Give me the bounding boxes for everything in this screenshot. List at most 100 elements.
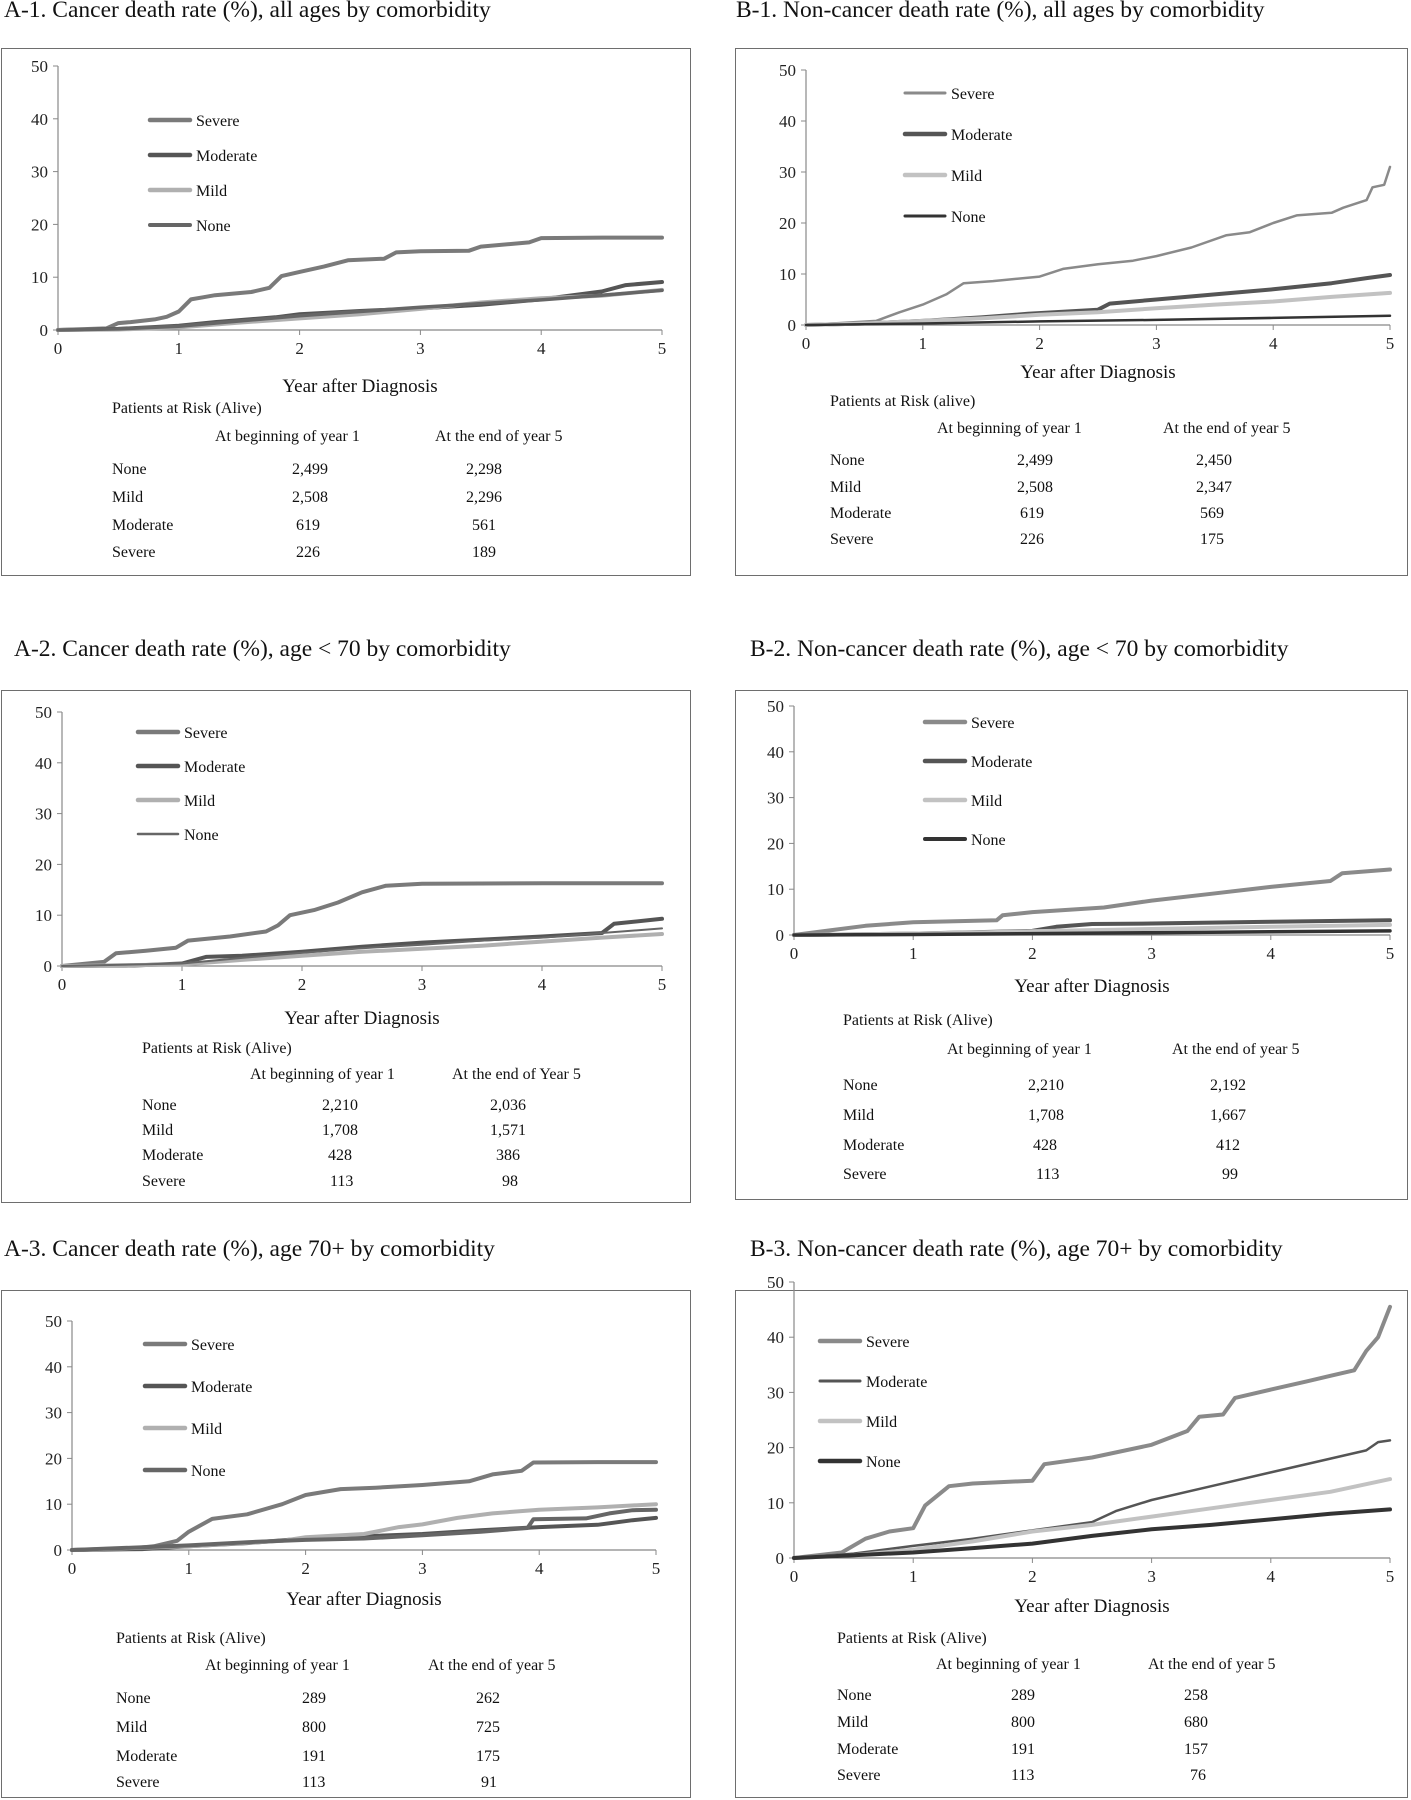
series-line-none [61, 927, 663, 967]
risk-row-label: Moderate [112, 517, 174, 534]
risk-row-end: 561 [472, 517, 496, 534]
x-tick-label: 2 [1028, 944, 1037, 963]
series-line-mild [804, 290, 1392, 327]
x-tick-label: 2 [301, 1559, 310, 1578]
x-tick-label: 4 [1267, 944, 1276, 963]
risk-row-begin: 2,499 [1017, 452, 1053, 469]
risk-row-label: Mild [142, 1122, 174, 1139]
risk-row-end: 98 [502, 1173, 518, 1190]
legend-label-none: None [951, 209, 986, 226]
risk-row-end: 386 [496, 1147, 520, 1164]
y-tick-label: 50 [45, 1312, 62, 1331]
risk-col-begin: At beginning of year 1 [937, 420, 1082, 437]
risk-row-label: None [837, 1687, 872, 1704]
series-line-none [792, 1507, 1392, 1560]
risk-row-begin: 191 [1011, 1741, 1035, 1758]
risk-col-end: At the end of Year 5 [452, 1066, 581, 1083]
risk-row-begin: 113 [302, 1774, 326, 1791]
risk-row-begin: 289 [302, 1690, 326, 1707]
risk-col-end: At the end of year 5 [435, 428, 563, 445]
panel-b2-title: B-2. Non-cancer death rate (%), age < 70… [750, 636, 1289, 662]
panel-a3 [1, 1290, 691, 1798]
y-tick-label: 10 [45, 1495, 62, 1514]
legend-label-severe: Severe [184, 725, 228, 742]
risk-row-begin: 2,508 [1017, 479, 1053, 496]
risk-row-label: Moderate [142, 1147, 204, 1164]
y-tick-label: 20 [767, 1439, 784, 1458]
risk-row-label: Mild [843, 1107, 875, 1124]
x-axis-title: Year after Diagnosis [1014, 976, 1169, 997]
y-tick-label: 20 [45, 1449, 62, 1468]
x-tick-label: 4 [535, 1559, 544, 1578]
x-tick-label: 5 [658, 339, 667, 358]
series-line-none [70, 1507, 658, 1552]
risk-row-label: Moderate [843, 1137, 905, 1154]
risk-row-begin: 1,708 [1028, 1107, 1064, 1124]
x-tick-label: 3 [418, 975, 427, 994]
risk-row-end: 157 [1184, 1741, 1208, 1758]
risk-row-end: 2,036 [490, 1097, 526, 1114]
x-tick-label: 0 [802, 334, 811, 353]
y-tick-label: 0 [776, 926, 785, 945]
x-axis-title: Year after Diagnosis [1020, 362, 1175, 383]
x-tick-label: 2 [298, 975, 307, 994]
risk-col-begin: At beginning of year 1 [936, 1656, 1081, 1673]
legend-label-mild: Mild [184, 793, 215, 810]
risk-row-begin: 619 [296, 517, 320, 534]
legend-label-none: None [184, 827, 219, 844]
y-tick-label: 40 [767, 1328, 784, 1347]
risk-row-end: 2,450 [1196, 452, 1232, 469]
y-tick-label: 40 [35, 754, 52, 773]
x-tick-label: 0 [54, 339, 63, 358]
x-tick-label: 1 [909, 1567, 918, 1586]
panel-a2-legend: Severe Moderate Mild None [135, 725, 245, 844]
panel-a2-title: A-2. Cancer death rate (%), age < 70 by … [14, 636, 511, 662]
risk-row-label: Severe [142, 1173, 186, 1190]
panel-b2 [735, 690, 1408, 1200]
risk-row-label: Severe [830, 531, 874, 548]
x-tick-label: 2 [1028, 1567, 1037, 1586]
legend-label-severe: Severe [951, 86, 995, 103]
risk-row-begin: 226 [1020, 531, 1044, 548]
x-tick-label: 3 [1152, 334, 1161, 353]
risk-heading: Patients at Risk (Alive) [142, 1040, 292, 1057]
panel-a1-title: A-1. Cancer death rate (%), all ages by … [4, 0, 491, 23]
risk-row-end: 175 [1200, 531, 1224, 548]
panel-a3-series [70, 1460, 658, 1552]
risk-col-end: At the end of year 5 [1172, 1041, 1300, 1058]
risk-row-end: 1,667 [1210, 1107, 1246, 1124]
series-line-severe [804, 165, 1392, 327]
y-tick-label: 20 [779, 214, 796, 233]
y-tick-label: 50 [779, 61, 796, 80]
risk-col-end: At the end of year 5 [1163, 420, 1291, 437]
risk-row-label: Mild [837, 1714, 869, 1731]
risk-row-begin: 619 [1020, 505, 1044, 522]
series-line-severe [60, 881, 664, 968]
risk-row-label: Severe [116, 1774, 160, 1791]
y-tick-label: 30 [31, 163, 48, 182]
risk-row-end: 2,347 [1196, 479, 1232, 496]
x-tick-label: 5 [652, 1559, 661, 1578]
legend-label-none: None [196, 218, 231, 235]
risk-row-end: 2,296 [466, 489, 502, 506]
risk-row-label: Severe [837, 1767, 881, 1784]
legend-label-none: None [971, 832, 1006, 849]
panel-a3-legend: Severe Moderate Mild None [142, 1337, 252, 1480]
y-tick-label: 30 [779, 163, 796, 182]
series-line-none [804, 314, 1392, 327]
y-tick-label: 10 [31, 268, 48, 287]
y-tick-label: 0 [40, 321, 49, 340]
y-tick-label: 0 [776, 1549, 785, 1568]
legend-label-moderate: Moderate [951, 127, 1012, 144]
risk-row-label: Mild [830, 479, 862, 496]
panel-b2-legend: Severe Moderate Mild None [922, 715, 1032, 849]
x-tick-label: 1 [909, 944, 918, 963]
x-tick-label: 4 [1267, 1567, 1276, 1586]
legend-label-none: None [866, 1454, 901, 1471]
legend-label-none: None [191, 1463, 226, 1480]
risk-col-end: At the end of year 5 [428, 1657, 556, 1674]
